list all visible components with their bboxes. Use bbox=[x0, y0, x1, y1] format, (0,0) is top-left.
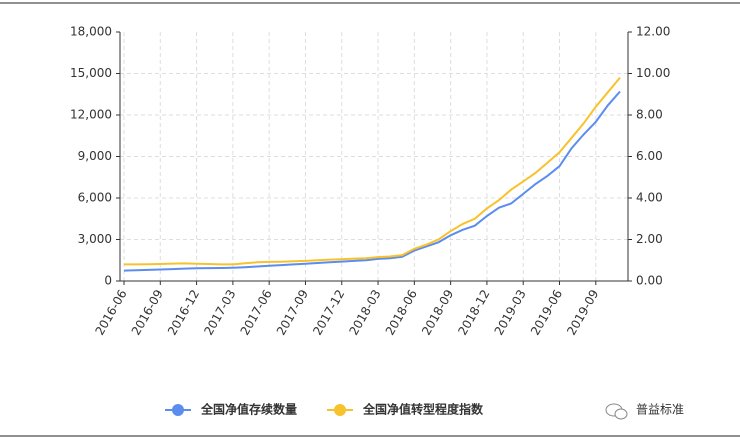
wechat-icon bbox=[605, 403, 628, 420]
y-tick-label: 0 bbox=[104, 274, 112, 288]
x-tick-label: 2019-03 bbox=[492, 287, 529, 337]
y2-tick-label: 0.00 bbox=[636, 274, 663, 288]
y2-tick-label: 10.00 bbox=[636, 66, 670, 80]
y-tick-label: 12,000 bbox=[70, 108, 112, 122]
x-tick-label: 2017-12 bbox=[310, 287, 347, 337]
legend-label: 全国净值存续数量 bbox=[200, 402, 297, 417]
legend-marker bbox=[172, 404, 184, 416]
x-tick-label: 2016-12 bbox=[165, 287, 202, 337]
legend-marker bbox=[334, 404, 347, 416]
y2-tick-label: 6.00 bbox=[636, 149, 663, 163]
x-tick-label: 2018-06 bbox=[383, 287, 420, 337]
legend-label: 全国净值转型程度指数 bbox=[362, 402, 484, 417]
y2-tick-label: 12.00 bbox=[636, 25, 670, 39]
x-tick-label: 2018-03 bbox=[346, 287, 383, 337]
y-tick-label: 6,000 bbox=[78, 191, 112, 205]
y2-tick-label: 4.00 bbox=[636, 191, 663, 205]
x-tick-label: 2018-09 bbox=[419, 287, 456, 337]
x-tick-label: 2019-09 bbox=[564, 287, 601, 337]
x-tick-label: 2017-03 bbox=[201, 287, 238, 337]
series-line bbox=[124, 76, 621, 266]
x-tick-label: 2017-09 bbox=[274, 287, 311, 337]
y2-tick-label: 8.00 bbox=[636, 108, 663, 122]
y-tick-label: 15,000 bbox=[70, 66, 112, 80]
x-tick-label: 2016-06 bbox=[92, 287, 129, 337]
x-tick-label: 2017-06 bbox=[238, 287, 275, 337]
watermark: 普益标准 bbox=[636, 403, 684, 417]
y-tick-label: 9,000 bbox=[78, 149, 112, 163]
y2-tick-label: 2.00 bbox=[636, 232, 663, 246]
x-tick-label: 2016-09 bbox=[129, 287, 166, 337]
x-tick-label: 2019-06 bbox=[528, 287, 565, 337]
y-tick-label: 18,000 bbox=[70, 25, 112, 39]
x-tick-label: 2018-12 bbox=[455, 287, 492, 337]
series-line bbox=[123, 90, 621, 272]
y-tick-label: 3,000 bbox=[78, 232, 112, 246]
